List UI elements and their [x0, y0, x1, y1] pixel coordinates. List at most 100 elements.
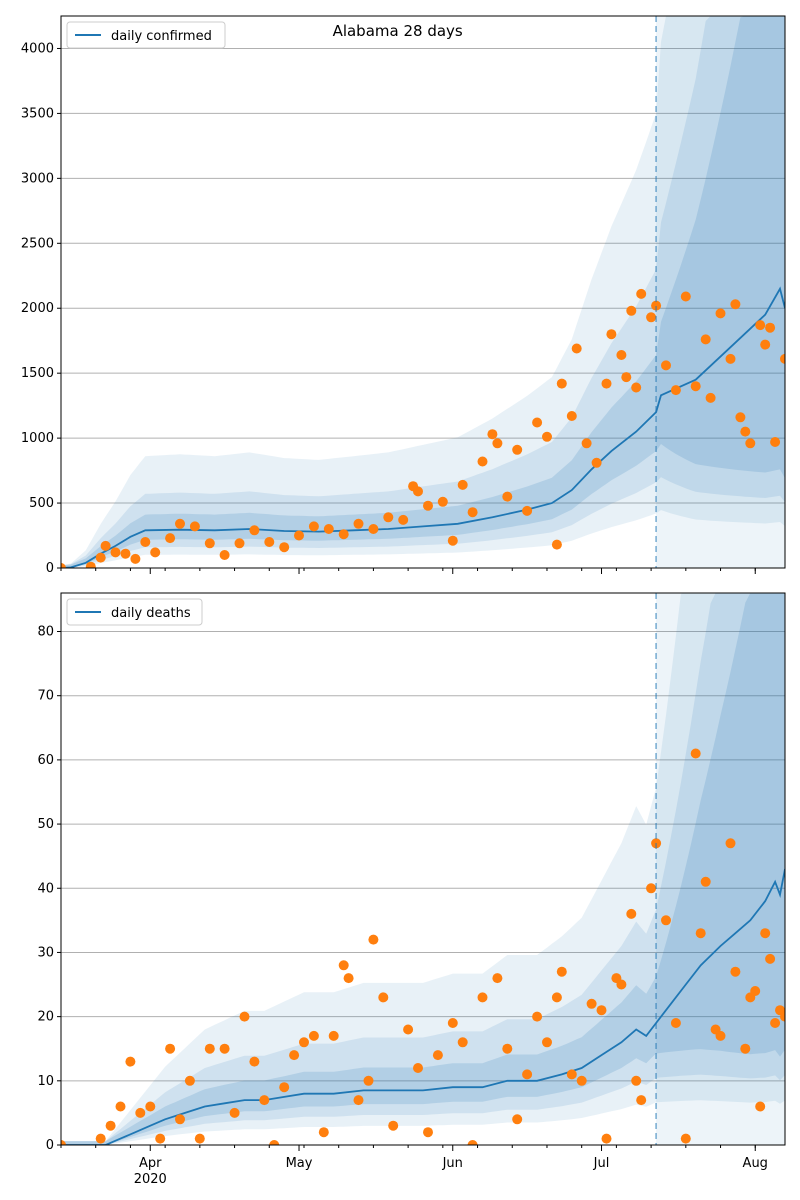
observed-point [487, 429, 498, 440]
observed-point [770, 1018, 781, 1028]
observed-point [745, 438, 756, 449]
observed-point [259, 1095, 270, 1106]
observed-point [780, 353, 785, 364]
plot-area [61, 16, 785, 568]
observed-point [105, 1120, 116, 1131]
observed-point [755, 1101, 766, 1112]
observed-point [591, 457, 602, 468]
x-tick-label: Aug [743, 1156, 768, 1171]
observed-point [616, 350, 627, 360]
observed-point [512, 1114, 523, 1125]
uncertainty-band [61, 16, 785, 568]
observed-point [269, 1140, 280, 1145]
observed-point [606, 329, 617, 340]
observed-point [661, 915, 671, 926]
observed-point [680, 291, 691, 302]
y-tick-label: 3500 [21, 106, 54, 121]
observed-point [690, 748, 701, 759]
observed-point [626, 908, 637, 919]
observed-point [219, 1043, 230, 1054]
y-tick-label: 3000 [21, 171, 54, 186]
uncertainty-band [61, 16, 785, 568]
observed-point [368, 524, 379, 534]
observed-point [636, 1095, 647, 1106]
observed-point [175, 518, 185, 529]
observed-point [596, 1005, 607, 1016]
observed-point [467, 1140, 478, 1145]
observed-point [363, 1075, 374, 1086]
observed-point [556, 966, 567, 977]
observed-point [457, 479, 468, 490]
uncertainty-band [61, 16, 785, 568]
observed-point [576, 1075, 587, 1086]
observed-point [680, 1133, 691, 1144]
y-tick-label: 40 [37, 881, 54, 896]
observed-point [566, 1069, 577, 1080]
observed-point [542, 431, 552, 442]
observed-point [735, 412, 746, 423]
observed-point [601, 1133, 612, 1144]
legend: daily confirmed [66, 21, 226, 49]
observed-point [398, 514, 409, 525]
observed-point [646, 883, 657, 894]
observed-point [750, 986, 761, 996]
observed-point [601, 378, 612, 389]
observed-point [760, 928, 771, 939]
observed-point [413, 1063, 423, 1073]
observed-point [110, 547, 121, 558]
observed-point [388, 1120, 399, 1131]
observed-point [447, 535, 458, 546]
observed-point [646, 312, 657, 323]
observed-point [586, 998, 597, 1009]
observed-point [318, 1127, 329, 1138]
observed-point [135, 1107, 146, 1118]
observed-point [150, 547, 161, 558]
observed-point [353, 1095, 364, 1106]
observed-point [145, 1101, 156, 1112]
observed-point [353, 518, 364, 529]
observed-point [338, 960, 349, 971]
observed-point [279, 542, 290, 553]
observed-point [477, 456, 488, 467]
observed-point [542, 1037, 552, 1048]
x-tick-label: Jul [593, 1156, 610, 1171]
observed-point [383, 512, 394, 523]
y-tick-label: 2500 [21, 236, 54, 251]
legend-label: daily confirmed [111, 29, 212, 44]
observed-point [730, 299, 741, 310]
observed-point [219, 550, 230, 560]
observed-point [551, 992, 562, 1003]
observed-point [551, 539, 562, 550]
observed-point [432, 1050, 443, 1061]
observed-point [502, 1043, 513, 1054]
observed-point [194, 1133, 205, 1144]
observed-point [715, 1030, 726, 1041]
y-tick-label: 60 [37, 753, 54, 768]
observed-point [100, 540, 111, 551]
observed-point [770, 437, 781, 447]
observed-point [155, 1133, 166, 1144]
forecast-region [656, 593, 785, 1145]
observed-point [556, 378, 567, 389]
observed-point [437, 496, 448, 507]
observed-point [175, 1114, 185, 1125]
observed-point [477, 992, 488, 1003]
observed-point [566, 411, 577, 421]
y-tick-label: 1500 [21, 366, 54, 381]
observed-point [279, 1082, 290, 1093]
observed-point [95, 1133, 106, 1144]
observed-point [61, 563, 66, 568]
observed-point [308, 1030, 319, 1041]
observed-point [378, 992, 389, 1003]
observed-point [755, 320, 766, 331]
y-tick-label: 30 [37, 945, 54, 960]
observed-point [492, 973, 503, 984]
legend-box [66, 21, 226, 49]
observed-point [661, 360, 671, 371]
x-tick-label: May [286, 1156, 313, 1171]
observed-point [294, 530, 304, 541]
observed-point [571, 343, 582, 354]
observed-point [229, 1107, 240, 1118]
